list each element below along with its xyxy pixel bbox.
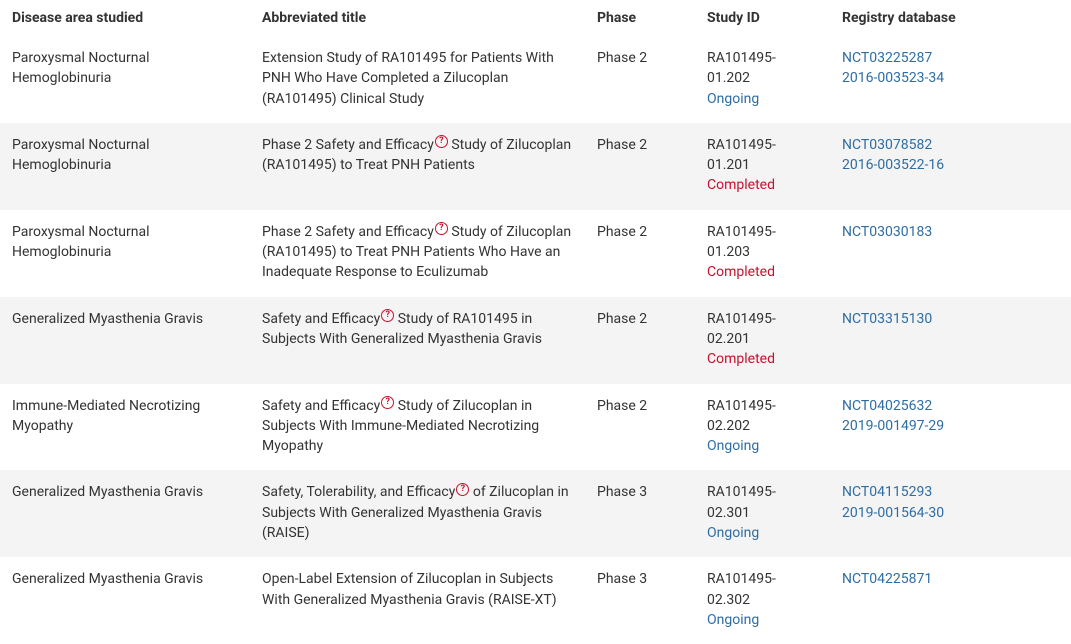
cell-phase: Phase 2: [585, 123, 695, 210]
study-id-text: RA101495-02.302: [707, 569, 818, 610]
cell-study-id: RA101495-02.301Ongoing: [695, 470, 830, 557]
table-row: Paroxysmal Nocturnal HemoglobinuriaExten…: [0, 36, 1071, 123]
cell-registry: NCT030785822016-003522-16: [830, 123, 1071, 210]
registry-link[interactable]: 2016-003522-16: [842, 155, 1059, 175]
cell-registry: NCT032252872016-003523-34: [830, 36, 1071, 123]
cell-title: Safety, Tolerability, and Efficacy? of Z…: [250, 470, 585, 557]
table-row: Generalized Myasthenia GravisSafety and …: [0, 297, 1071, 384]
cell-disease: Generalized Myasthenia Gravis: [0, 470, 250, 557]
title-text-pre: Phase 2 Safety and Efficacy: [262, 137, 434, 153]
title-text-pre: Extension Study of RA101495 for Patients…: [262, 50, 554, 107]
registry-link[interactable]: 2016-003523-34: [842, 68, 1059, 88]
cell-study-id: RA101495-02.201Completed: [695, 297, 830, 384]
table-row: Generalized Myasthenia GravisSafety, Tol…: [0, 470, 1071, 557]
cell-study-id: RA101495-02.202Ongoing: [695, 384, 830, 471]
study-id-text: RA101495-01.203: [707, 222, 818, 263]
cell-phase: Phase 2: [585, 36, 695, 123]
cell-phase: Phase 2: [585, 297, 695, 384]
cell-disease: Paroxysmal Nocturnal Hemoglobinuria: [0, 210, 250, 297]
cell-registry: NCT040256322019-001497-29: [830, 384, 1071, 471]
registry-link[interactable]: NCT04225871: [842, 569, 1059, 589]
study-status: Completed: [707, 175, 818, 195]
title-text-pre: Phase 2 Safety and Efficacy: [262, 224, 434, 240]
registry-link[interactable]: NCT04115293: [842, 482, 1059, 502]
study-status: Ongoing: [707, 610, 818, 630]
cell-registry: NCT04225871: [830, 557, 1071, 644]
study-id-text: RA101495-01.201: [707, 135, 818, 176]
cell-study-id: RA101495-02.302Ongoing: [695, 557, 830, 644]
col-header-registry: Registry database: [830, 0, 1071, 36]
info-icon[interactable]: ?: [381, 309, 394, 322]
info-icon[interactable]: ?: [456, 483, 469, 496]
info-icon[interactable]: ?: [381, 396, 394, 409]
cell-disease: Generalized Myasthenia Gravis: [0, 557, 250, 644]
cell-registry: NCT03030183: [830, 210, 1071, 297]
info-icon[interactable]: ?: [435, 222, 448, 235]
cell-phase: Phase 2: [585, 210, 695, 297]
studies-table: Disease area studied Abbreviated title P…: [0, 0, 1071, 644]
col-header-title: Abbreviated title: [250, 0, 585, 36]
study-status: Completed: [707, 262, 818, 282]
cell-disease: Paroxysmal Nocturnal Hemoglobinuria: [0, 123, 250, 210]
registry-link[interactable]: NCT03225287: [842, 48, 1059, 68]
title-text-pre: Safety, Tolerability, and Efficacy: [262, 484, 455, 500]
cell-registry: NCT041152932019-001564-30: [830, 470, 1071, 557]
cell-registry: NCT03315130: [830, 297, 1071, 384]
study-status: Ongoing: [707, 436, 818, 456]
cell-title: Extension Study of RA101495 for Patients…: [250, 36, 585, 123]
study-id-text: RA101495-02.301: [707, 482, 818, 523]
table-row: Immune-Mediated Necrotizing MyopathySafe…: [0, 384, 1071, 471]
study-status: Completed: [707, 349, 818, 369]
info-icon[interactable]: ?: [435, 135, 448, 148]
registry-link[interactable]: NCT03315130: [842, 309, 1059, 329]
cell-study-id: RA101495-01.201Completed: [695, 123, 830, 210]
cell-study-id: RA101495-01.203Completed: [695, 210, 830, 297]
cell-title: Safety and Efficacy? Study of Zilucoplan…: [250, 384, 585, 471]
registry-link[interactable]: NCT04025632: [842, 396, 1059, 416]
registry-link[interactable]: 2019-001564-30: [842, 503, 1059, 523]
table-header-row: Disease area studied Abbreviated title P…: [0, 0, 1071, 36]
cell-disease: Paroxysmal Nocturnal Hemoglobinuria: [0, 36, 250, 123]
table-row: Paroxysmal Nocturnal HemoglobinuriaPhase…: [0, 210, 1071, 297]
cell-disease: Generalized Myasthenia Gravis: [0, 297, 250, 384]
registry-link[interactable]: NCT03078582: [842, 135, 1059, 155]
cell-phase: Phase 3: [585, 470, 695, 557]
col-header-disease: Disease area studied: [0, 0, 250, 36]
registry-link[interactable]: NCT03030183: [842, 222, 1059, 242]
cell-title: Safety and Efficacy? Study of RA101495 i…: [250, 297, 585, 384]
cell-study-id: RA101495-01.202Ongoing: [695, 36, 830, 123]
title-text-pre: Safety and Efficacy: [262, 311, 380, 327]
col-header-study-id: Study ID: [695, 0, 830, 36]
study-status: Ongoing: [707, 523, 818, 543]
cell-phase: Phase 3: [585, 557, 695, 644]
cell-title: Phase 2 Safety and Efficacy? Study of Zi…: [250, 210, 585, 297]
table-row: Paroxysmal Nocturnal HemoglobinuriaPhase…: [0, 123, 1071, 210]
study-id-text: RA101495-02.201: [707, 309, 818, 350]
study-id-text: RA101495-02.202: [707, 396, 818, 437]
table-row: Generalized Myasthenia Gravis Open-Label …: [0, 557, 1071, 644]
study-status: Ongoing: [707, 89, 818, 109]
cell-title: Phase 2 Safety and Efficacy? Study of Zi…: [250, 123, 585, 210]
cell-disease: Immune-Mediated Necrotizing Myopathy: [0, 384, 250, 471]
cell-title: Open-Label Extension of Zilucoplan in Su…: [250, 557, 585, 644]
registry-link[interactable]: 2019-001497-29: [842, 416, 1059, 436]
cell-phase: Phase 2: [585, 384, 695, 471]
study-id-text: RA101495-01.202: [707, 48, 818, 89]
title-text-pre: Open-Label Extension of Zilucoplan in Su…: [262, 571, 557, 607]
title-text-pre: Safety and Efficacy: [262, 398, 380, 414]
col-header-phase: Phase: [585, 0, 695, 36]
